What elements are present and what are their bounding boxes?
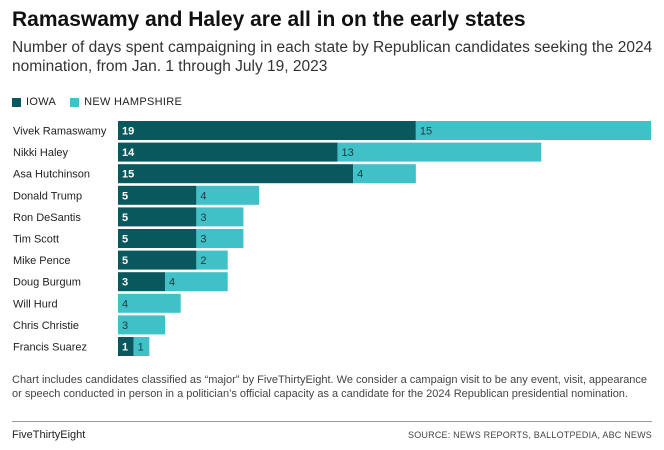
category-label-doug-burgum: Doug Burgum <box>13 277 81 289</box>
bar-new-hampshire-doug-burgum <box>165 272 228 292</box>
bar-iowa-nikki-haley <box>118 142 338 162</box>
brand-label: FiveThirtyEight <box>12 429 86 441</box>
chart-subtitle: Number of days spent campaigning in each… <box>12 39 653 75</box>
category-label-donald-trump: Donald Trump <box>13 190 82 202</box>
category-label-francis-suarez: Francis Suarez <box>13 342 87 354</box>
category-label-chris-christie: Chris Christie <box>13 320 79 332</box>
legend-swatch-iowa <box>12 97 21 107</box>
bar-iowa-vivek-ramaswamy <box>118 121 416 140</box>
bar-iowa-francis-suarez <box>118 337 134 356</box>
legend-swatch-new-hampshire <box>70 97 80 107</box>
data-label-iowa-ron-desantis: 5 <box>122 212 128 224</box>
category-label-tim-scott: Tim Scott <box>13 234 59 246</box>
legend-label-new-hampshire: NEW HAMPSHIRE <box>84 96 183 108</box>
category-label-will-hurd: Will Hurd <box>13 298 58 310</box>
data-label-new-hampshire-will-hurd: 4 <box>122 298 128 310</box>
bar-iowa-doug-burgum <box>118 272 166 292</box>
data-label-iowa-asa-hutchinson: 15 <box>122 169 134 181</box>
bar-new-hampshire-vivek-ramaswamy <box>415 121 651 140</box>
data-label-new-hampshire-mike-pence: 2 <box>200 255 206 267</box>
bar-iowa-ron-desantis <box>118 207 197 227</box>
bar-new-hampshire-will-hurd <box>118 293 181 313</box>
data-label-new-hampshire-nikki-haley: 13 <box>341 147 353 159</box>
bar-iowa-tim-scott <box>118 229 197 248</box>
data-label-iowa-tim-scott: 5 <box>122 234 128 246</box>
category-label-ron-desantis: Ron DeSantis <box>13 212 81 224</box>
data-label-iowa-donald-trump: 5 <box>122 190 128 202</box>
footnote: Chart includes candidates classified as … <box>12 374 648 400</box>
data-label-iowa-vivek-ramaswamy: 19 <box>122 126 134 138</box>
legend-label-iowa: IOWA <box>26 96 57 108</box>
bar-iowa-mike-pence <box>118 250 197 270</box>
data-label-iowa-francis-suarez: 1 <box>122 342 128 354</box>
data-label-iowa-nikki-haley: 14 <box>122 147 135 159</box>
data-label-new-hampshire-asa-hutchinson: 4 <box>357 169 363 181</box>
bar-new-hampshire-donald-trump <box>196 185 260 205</box>
bar-new-hampshire-asa-hutchinson <box>353 164 416 184</box>
bar-new-hampshire-nikki-haley <box>337 142 542 162</box>
data-label-new-hampshire-doug-burgum: 4 <box>169 277 175 289</box>
divider <box>12 421 652 422</box>
bar-iowa-donald-trump <box>118 185 197 205</box>
bar-iowa-asa-hutchinson <box>118 164 354 184</box>
category-label-nikki-haley: Nikki Haley <box>13 147 69 159</box>
category-label-vivek-ramaswamy: Vivek Ramaswamy <box>13 126 107 138</box>
category-label-mike-pence: Mike Pence <box>13 255 70 267</box>
legend: IOWA NEW HAMPSHIRE <box>12 96 196 108</box>
chart-title: Ramaswamy and Haley are all in on the ea… <box>12 8 526 31</box>
bar-new-hampshire-mike-pence <box>196 250 228 270</box>
category-label-asa-hutchinson: Asa Hutchinson <box>13 169 90 181</box>
bar-new-hampshire-tim-scott <box>196 229 244 248</box>
data-label-iowa-doug-burgum: 3 <box>122 277 128 289</box>
bar-new-hampshire-chris-christie <box>118 315 166 335</box>
data-label-new-hampshire-tim-scott: 3 <box>200 234 206 246</box>
bar-new-hampshire-ron-desantis <box>196 207 244 227</box>
source-label: SOURCE: NEWS REPORTS, BALLOTPEDIA, ABC N… <box>408 430 652 440</box>
data-label-new-hampshire-chris-christie: 3 <box>122 320 128 332</box>
data-label-new-hampshire-donald-trump: 4 <box>200 190 206 202</box>
data-label-new-hampshire-francis-suarez: 1 <box>138 342 144 354</box>
data-label-new-hampshire-vivek-ramaswamy: 15 <box>420 126 432 138</box>
data-label-iowa-mike-pence: 5 <box>122 255 128 267</box>
data-label-new-hampshire-ron-desantis: 3 <box>200 212 206 224</box>
bar-new-hampshire-francis-suarez <box>133 337 150 356</box>
